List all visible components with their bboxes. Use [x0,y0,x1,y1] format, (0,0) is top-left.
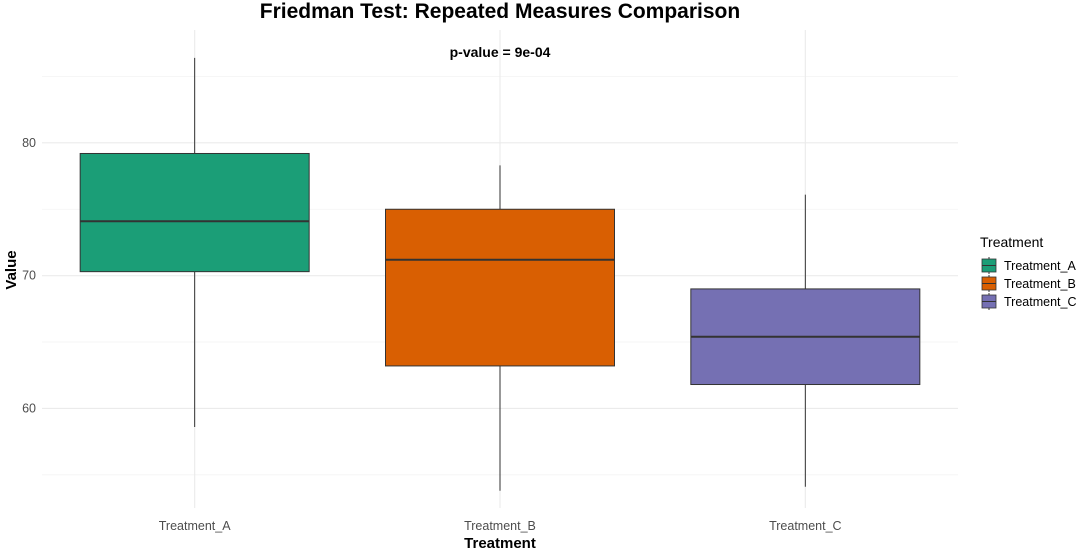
y-tick-label: 70 [22,269,36,283]
x-tick-label: Treatment_B [464,519,536,533]
x-tick-label: Treatment_C [769,519,841,533]
x-axis-title: Treatment [464,535,536,552]
legend-label: Treatment_A [1004,259,1076,273]
legend-item: Treatment_A [981,257,1076,274]
y-tick-label: 80 [22,136,36,150]
interquartile-box [79,152,310,273]
box-treatment-b [385,165,615,491]
y-axis-title: Value [3,250,20,289]
chart-title: Friedman Test: Repeated Measures Compari… [260,0,740,23]
p-value-annotation: p-value = 9e-04 [450,44,551,60]
y-axis-ticks: 60 70 80 [22,136,36,416]
legend-label: Treatment_C [1004,295,1076,309]
box-series [79,57,921,491]
legend-item: Treatment_C [981,293,1076,310]
legend-label: Treatment_B [1004,277,1076,291]
x-tick-label: Treatment_A [159,519,231,533]
legend-title: Treatment [980,234,1043,250]
x-axis-ticks: Treatment_A Treatment_B Treatment_C [159,519,842,533]
interquartile-box [385,208,615,367]
legend: Treatment Treatment_ATreatment_BTreatmen… [980,234,1076,310]
box-treatment-a [79,57,310,428]
y-tick-label: 60 [22,401,36,415]
box-treatment-c [690,194,921,487]
legend-item: Treatment_B [981,275,1076,292]
legend-items: Treatment_A Treatment_B Treatment_C [981,257,1076,310]
